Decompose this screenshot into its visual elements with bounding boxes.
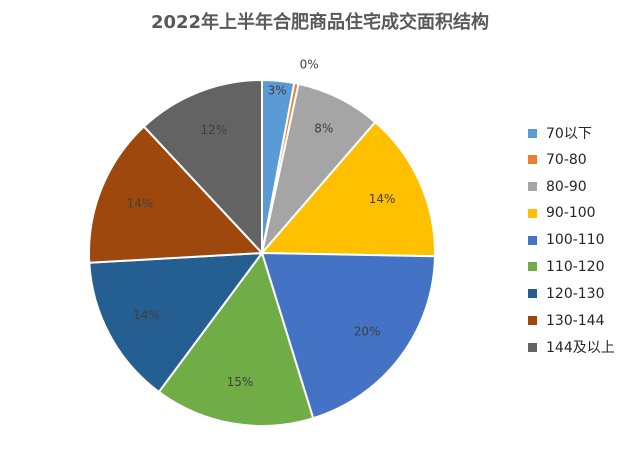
data-labels: 3% 0% 8% 14% 20% 15% 14% 14% 12% <box>127 58 396 390</box>
legend-swatch <box>528 289 537 299</box>
legend-swatch <box>528 235 537 245</box>
legend-item-130-144: 130-144 <box>528 311 615 331</box>
data-label-70以下: 3% <box>268 84 287 98</box>
data-label-120-130: 14% <box>133 308 160 322</box>
legend-label: 144及以上 <box>546 340 615 357</box>
legend-label: 80-90 <box>546 178 587 195</box>
legend-swatch <box>528 262 537 272</box>
pie-slice-100-110 <box>260 251 436 420</box>
data-label-100-110: 20% <box>354 325 381 339</box>
legend-swatch <box>528 182 537 192</box>
pie-slice-144及以上 <box>142 78 263 256</box>
chart-title: 2022年上半年合肥商品住宅成交面积结构 <box>150 12 490 33</box>
legend-label: 70-80 <box>546 151 587 168</box>
legend-swatch <box>528 155 537 165</box>
legend-item-100-110: 100-110 <box>528 230 615 250</box>
legend-swatch <box>528 128 537 138</box>
legend-swatch <box>528 208 537 218</box>
legend-item-80-90: 80-90 <box>528 177 615 197</box>
legend-item-70以下: 70以下 <box>528 123 615 143</box>
data-label-90-100: 14% <box>369 192 396 206</box>
data-label-144及以上: 12% <box>200 123 227 137</box>
legend-item-110-120: 110-120 <box>528 257 615 277</box>
legend-label: 100-110 <box>546 232 605 249</box>
legend-item-120-130: 120-130 <box>528 284 615 304</box>
legend-swatch <box>528 342 537 352</box>
legend-item-70-80: 70-80 <box>528 150 615 170</box>
data-label-70-80: 0% <box>300 58 319 72</box>
pie-slice-110-120 <box>157 250 315 427</box>
legend: 70以下 70-80 80-90 90-100 100-110 110-120 120-13… <box>528 123 615 357</box>
pie-slices <box>87 78 436 427</box>
pie-slice-90-100 <box>259 120 436 258</box>
data-label-130-144: 14% <box>127 197 154 211</box>
legend-item-144及以上: 144及以上 <box>528 337 615 357</box>
data-label-110-120: 15% <box>227 375 254 389</box>
pie-slice-120-130 <box>88 251 265 394</box>
legend-label: 110-120 <box>546 258 605 275</box>
legend-label: 90-100 <box>546 205 596 222</box>
legend-item-90-100: 90-100 <box>528 203 615 223</box>
legend-label: 130-144 <box>546 312 605 329</box>
legend-swatch <box>528 316 537 326</box>
legend-label: 120-130 <box>546 285 605 302</box>
legend-label: 70以下 <box>546 126 592 142</box>
pie-slice-130-144 <box>87 125 265 264</box>
data-label-80-90: 8% <box>314 122 333 136</box>
